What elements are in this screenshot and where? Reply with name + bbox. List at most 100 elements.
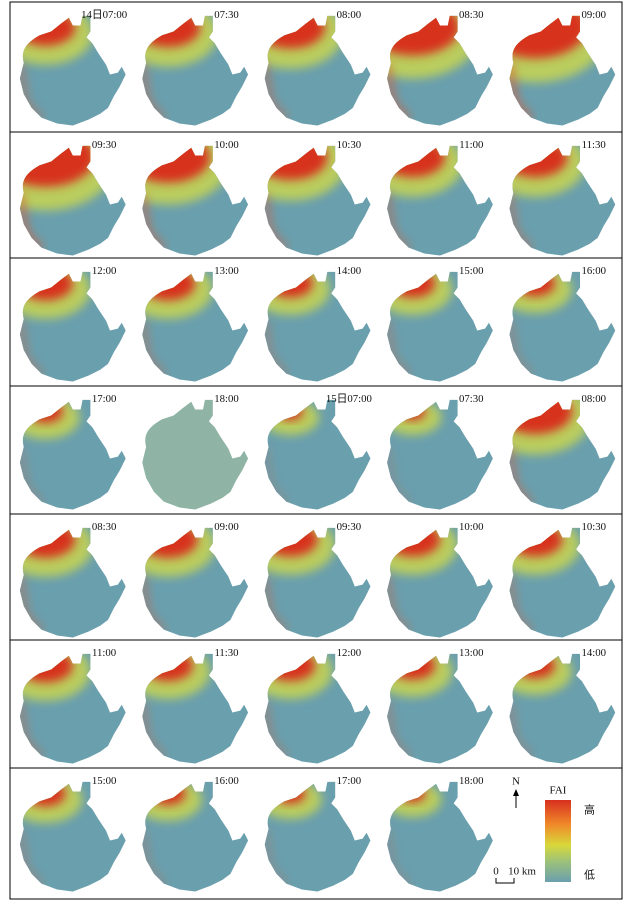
bloom-core [142, 15, 201, 48]
lake-fill [387, 271, 493, 382]
bloom-core [264, 15, 325, 49]
lake-panel: 11:00 [19, 647, 126, 764]
bloom-core [277, 402, 303, 421]
scale-unit: 10 km [508, 866, 536, 878]
time-label: 11:30 [214, 647, 238, 659]
lake-water [19, 527, 126, 638]
north-label: N [512, 776, 520, 788]
lake-panel: 11:30 [142, 647, 249, 764]
time-label: 08:00 [581, 393, 606, 405]
lake-water [509, 527, 616, 638]
lake-panel: 17:00 [19, 393, 126, 510]
lake-water [387, 653, 493, 764]
time-label: 10:30 [581, 521, 606, 533]
legend: N FAI 高 低 0 10 km [493, 776, 595, 884]
lake-panel: 14:00 [509, 647, 616, 764]
lake-fill [19, 399, 126, 510]
lake-water [264, 399, 371, 510]
lake-fill [264, 653, 371, 764]
bloom-core [142, 653, 193, 682]
lake-panel: 07:30 [387, 393, 493, 510]
time-label: 10:00 [459, 521, 484, 533]
panels: 14日07:00 07:30 08:00 08:30 09:00 09:30 10:00 10… [10, 9, 622, 892]
color-bar [545, 800, 571, 882]
lake-fill [142, 653, 249, 764]
bloom-core [142, 527, 198, 558]
time-label: 14:00 [337, 265, 362, 277]
bloom-core [514, 271, 556, 297]
lake-fill [142, 399, 249, 510]
lake-fill [264, 399, 371, 510]
bloom-core [142, 145, 210, 183]
lake-fill [264, 781, 371, 892]
time-label: 13:00 [214, 265, 239, 277]
lake-panel: 09:30 [19, 139, 126, 256]
bloom-core [399, 784, 426, 803]
time-label: 07:30 [214, 9, 239, 21]
lake-fill [387, 399, 493, 510]
bloom-core [264, 145, 328, 180]
time-label: 14日07:00 [81, 9, 127, 21]
lake-water [387, 781, 493, 892]
time-label: 17:00 [337, 775, 362, 787]
time-label: 09:30 [92, 139, 117, 151]
lake-panel: 11:30 [509, 139, 616, 256]
time-label: 11:00 [459, 139, 483, 151]
lake-panel: 12:00 [19, 265, 126, 382]
lake-panel: 18:00 [387, 775, 493, 892]
bloom-halo [387, 145, 463, 197]
lake-panel: 10:30 [264, 139, 371, 256]
bloom-core [19, 15, 76, 46]
lake-water [142, 781, 249, 892]
time-label: 15:00 [92, 775, 117, 787]
scale-zero: 0 [493, 866, 499, 878]
time-label: 15日07:00 [326, 393, 372, 405]
bloom-core [389, 271, 436, 298]
lake-panel: 08:30 [19, 521, 126, 638]
lake-panel: 13:00 [142, 265, 249, 382]
lake-water [387, 527, 493, 638]
bloom-halo [19, 399, 80, 439]
lake-water [387, 271, 493, 382]
time-label: 08:30 [92, 521, 117, 533]
legend-low: 低 [584, 869, 595, 882]
lake-fill [19, 653, 126, 764]
legend-title: FAI [550, 785, 567, 797]
lake-panel: 15:00 [19, 775, 126, 892]
lake-panel: 18:00 [142, 393, 249, 510]
lake-panel: 08:00 [264, 9, 371, 126]
bloom-core [265, 653, 316, 682]
lake-water [19, 15, 126, 126]
lake-fill [264, 271, 371, 382]
bloom-core [509, 527, 563, 557]
lake-panel: 12:00 [264, 647, 371, 764]
lake-water [264, 527, 371, 638]
lake-water [19, 399, 126, 510]
lake-water [509, 653, 616, 764]
bloom-core [389, 653, 436, 680]
lake-fill [142, 527, 249, 638]
lake-water [19, 271, 126, 382]
time-label: 08:30 [459, 9, 484, 21]
lake-fill [19, 145, 126, 256]
frame [9, 1, 623, 900]
lake-panel: 10:00 [142, 139, 249, 256]
time-label: 17:00 [92, 393, 117, 405]
lake-panel: 09:30 [264, 521, 371, 638]
bloom-core [264, 527, 318, 557]
lake-panel: 09:00 [509, 9, 616, 126]
bloom-core [399, 402, 426, 421]
lake-panel: 11:00 [387, 139, 493, 256]
lake-panel: 16:00 [142, 775, 249, 892]
time-label: 10:00 [214, 139, 239, 151]
bloom-core [387, 145, 445, 178]
scale-bar [495, 878, 515, 884]
bloom-core [27, 400, 63, 423]
lake-water [264, 271, 371, 382]
time-label: 09:00 [581, 9, 606, 21]
lake-water [264, 653, 371, 764]
time-label: 14:00 [581, 647, 606, 659]
bloom-core [19, 145, 95, 187]
lake-panel: 15日07:00 [264, 393, 372, 510]
